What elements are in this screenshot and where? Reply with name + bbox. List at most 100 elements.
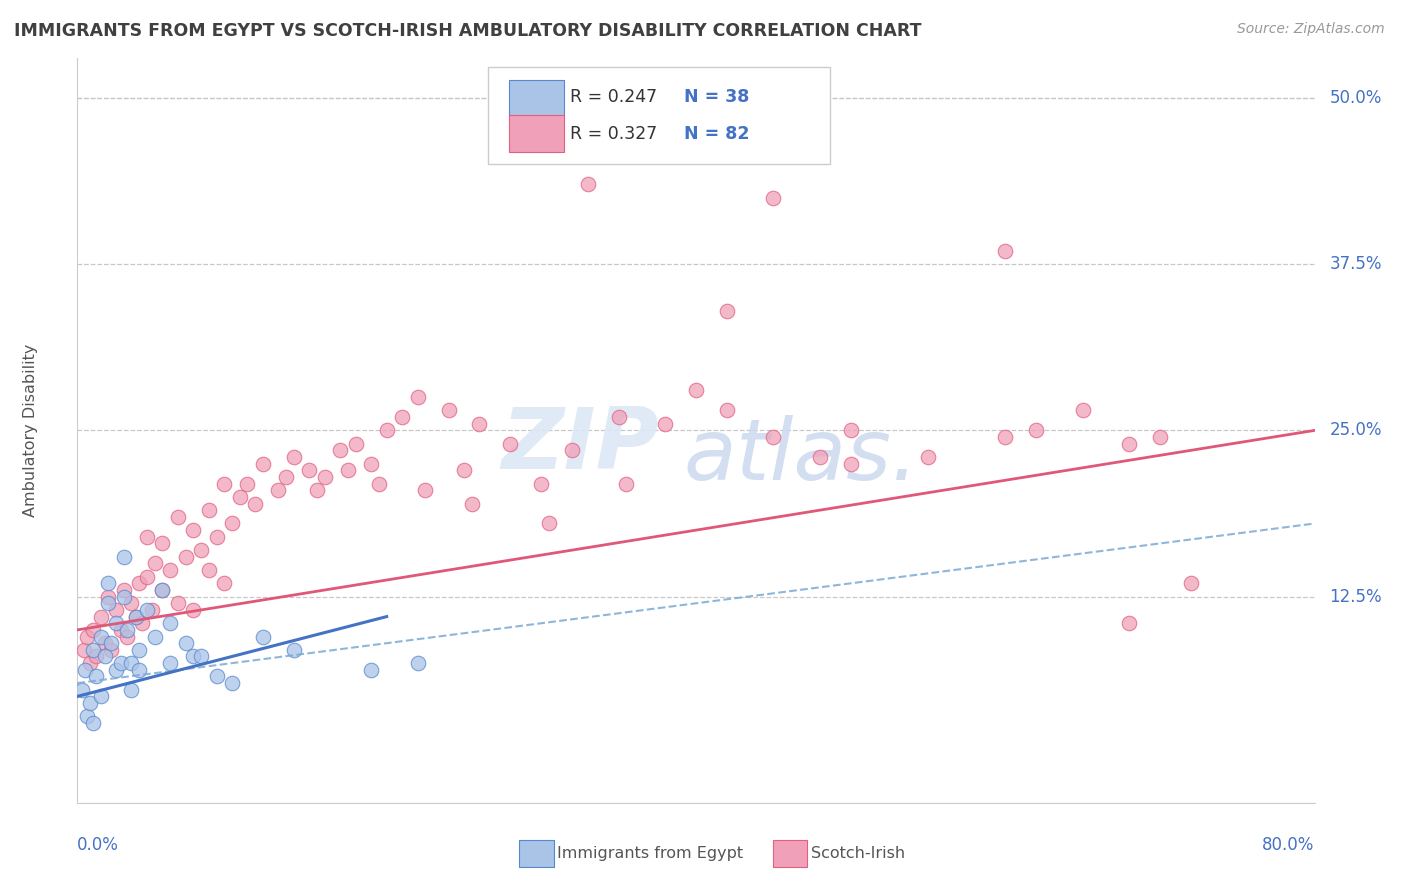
Point (128, 663, 150, 677)
Point (530, 476, 553, 491)
Point (499, 436, 522, 450)
Point (236, 476, 259, 491)
Point (228, 490, 252, 504)
Point (994, 430, 1017, 444)
Point (159, 656, 181, 670)
Point (839, 457, 862, 471)
Point (94, 636, 117, 650)
Point (125, 609, 148, 624)
Point (808, 450, 831, 464)
Point (100, 636, 122, 650)
Text: 25.0%: 25.0% (1330, 421, 1382, 440)
Point (110, 656, 132, 670)
Point (329, 443, 352, 458)
Point (360, 457, 382, 471)
Point (391, 410, 413, 425)
Point (183, 603, 205, 617)
Point (283, 643, 305, 657)
FancyBboxPatch shape (519, 840, 554, 867)
Text: atlas.: atlas. (683, 415, 920, 498)
Point (94, 649, 117, 664)
Point (453, 463, 475, 477)
Point (415, 483, 437, 498)
Point (183, 523, 205, 537)
Point (90, 630, 111, 644)
Point (72, 643, 94, 657)
Point (152, 536, 174, 550)
FancyBboxPatch shape (773, 840, 807, 867)
Point (128, 643, 150, 657)
Point (406, 656, 429, 670)
Point (716, 403, 738, 417)
Text: Ambulatory Disability: Ambulatory Disability (22, 343, 38, 517)
Point (183, 649, 205, 664)
FancyBboxPatch shape (509, 79, 564, 116)
Text: Source: ZipAtlas.com: Source: ZipAtlas.com (1237, 22, 1385, 37)
Point (110, 623, 132, 637)
Point (190, 543, 212, 558)
Point (100, 643, 122, 657)
Point (344, 436, 367, 450)
Point (97, 596, 120, 610)
Point (112, 549, 135, 564)
Point (205, 669, 228, 683)
Point (121, 656, 143, 670)
Point (79, 656, 101, 670)
Point (82, 643, 104, 657)
Text: 50.0%: 50.0% (1330, 89, 1382, 107)
Point (197, 503, 219, 517)
Point (75, 663, 96, 677)
Point (221, 676, 243, 690)
Point (839, 424, 862, 438)
Point (197, 563, 219, 577)
Point (82, 716, 104, 731)
Point (1118, 616, 1140, 631)
Point (152, 582, 174, 597)
Point (561, 443, 583, 458)
Text: IMMIGRANTS FROM EGYPT VS SCOTCH-IRISH AMBULATORY DISABILITY CORRELATION CHART: IMMIGRANTS FROM EGYPT VS SCOTCH-IRISH AM… (14, 22, 921, 40)
Point (245, 497, 267, 511)
Point (283, 450, 305, 464)
Point (530, 137, 553, 152)
Point (115, 623, 138, 637)
Point (90, 609, 111, 624)
Point (375, 424, 398, 438)
Point (131, 616, 153, 631)
Point (112, 590, 135, 604)
Point (105, 603, 127, 617)
Point (97, 576, 120, 591)
Point (214, 476, 236, 491)
Point (82, 623, 104, 637)
Point (468, 417, 491, 431)
Point (152, 582, 174, 597)
Text: Immigrants from Egypt: Immigrants from Egypt (557, 846, 744, 861)
Text: ZIP: ZIP (501, 404, 659, 487)
Point (762, 191, 785, 205)
Point (159, 563, 181, 577)
Point (360, 663, 382, 677)
Text: R = 0.247: R = 0.247 (569, 88, 657, 106)
Text: Scotch-Irish: Scotch-Irish (811, 846, 905, 861)
Point (1025, 424, 1047, 438)
Point (174, 636, 197, 650)
Point (159, 616, 181, 631)
Point (115, 630, 138, 644)
Point (167, 509, 190, 524)
Point (276, 470, 298, 484)
Point (205, 530, 228, 544)
Point (685, 384, 707, 398)
Point (112, 582, 135, 597)
Point (307, 483, 329, 498)
Point (136, 570, 159, 584)
Point (79, 696, 101, 710)
Point (167, 596, 190, 610)
Point (221, 516, 243, 531)
Text: R = 0.327: R = 0.327 (569, 125, 657, 143)
Point (143, 630, 166, 644)
Point (368, 476, 391, 491)
Point (90, 690, 111, 704)
Point (214, 576, 236, 591)
Point (105, 663, 127, 677)
Point (607, 410, 630, 425)
Point (125, 609, 148, 624)
